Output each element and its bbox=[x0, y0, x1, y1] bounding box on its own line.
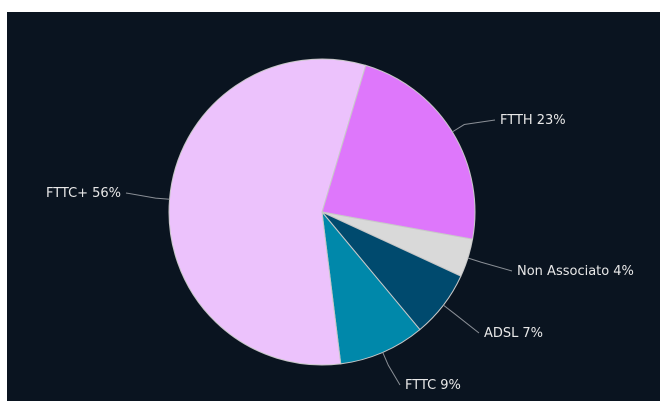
leader-line bbox=[452, 119, 496, 133]
slice-label: FTTH 23% bbox=[500, 113, 566, 128]
slice-name: FTTH bbox=[500, 113, 533, 128]
slice-label: Non Associato 4% bbox=[517, 264, 634, 279]
slice-value: 4% bbox=[613, 264, 634, 279]
slice-value: 56% bbox=[92, 186, 121, 201]
slice-value: 7% bbox=[522, 326, 543, 341]
slice-name: FTTC bbox=[405, 378, 436, 393]
leader-line bbox=[467, 257, 513, 272]
leader-line bbox=[443, 304, 480, 334]
slice-name: FTTC+ bbox=[46, 186, 88, 201]
slice-label: FTTC+ 56% bbox=[46, 186, 121, 201]
slice bbox=[321, 210, 421, 365]
slice-name: ADSL bbox=[484, 326, 519, 341]
slice-value: 23% bbox=[537, 113, 566, 128]
slice-name: Non Associato bbox=[517, 264, 609, 279]
slice-label: ADSL 7% bbox=[484, 326, 543, 341]
slice-label: FTTC 9% bbox=[405, 378, 461, 393]
leader-line bbox=[382, 352, 401, 386]
leader-line bbox=[125, 192, 170, 200]
slice bbox=[168, 58, 367, 366]
slice-value: 9% bbox=[440, 378, 461, 393]
